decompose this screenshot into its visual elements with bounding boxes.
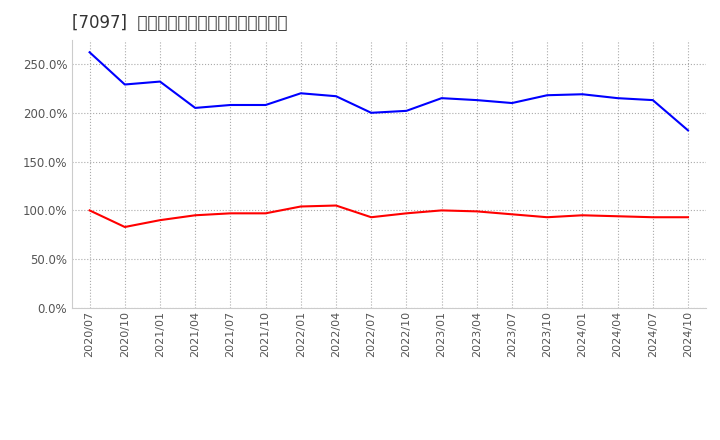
- 固定長期適合率: [437, 208, 446, 213]
- 固定比率: [578, 92, 587, 97]
- 固定長期適合率: [367, 215, 376, 220]
- 固定比率: [120, 82, 129, 87]
- 固定長期適合率: [684, 215, 693, 220]
- 固定比率: [649, 98, 657, 103]
- 固定長期適合率: [508, 212, 516, 217]
- 固定比率: [402, 108, 410, 114]
- 固定比率: [332, 94, 341, 99]
- 固定長期適合率: [226, 211, 235, 216]
- 固定比率: [613, 95, 622, 101]
- Text: [7097]  固定比率、固定長期適合率の推移: [7097] 固定比率、固定長期適合率の推移: [72, 15, 287, 33]
- 固定比率: [261, 103, 270, 108]
- 固定比率: [508, 100, 516, 106]
- 固定長期適合率: [297, 204, 305, 209]
- 固定比率: [156, 79, 164, 84]
- 固定比率: [543, 92, 552, 98]
- 固定長期適合率: [402, 211, 410, 216]
- 固定長期適合率: [332, 203, 341, 208]
- 固定比率: [472, 98, 481, 103]
- 固定長期適合率: [472, 209, 481, 214]
- 固定長期適合率: [261, 211, 270, 216]
- 固定比率: [297, 91, 305, 96]
- Line: 固定比率: 固定比率: [89, 52, 688, 130]
- 固定比率: [226, 103, 235, 108]
- 固定長期適合率: [613, 213, 622, 219]
- 固定長期適合率: [543, 215, 552, 220]
- Line: 固定長期適合率: 固定長期適合率: [89, 205, 688, 227]
- 固定長期適合率: [649, 215, 657, 220]
- 固定比率: [191, 105, 199, 110]
- 固定比率: [85, 50, 94, 55]
- 固定長期適合率: [85, 208, 94, 213]
- 固定比率: [437, 95, 446, 101]
- 固定長期適合率: [120, 224, 129, 230]
- 固定長期適合率: [191, 213, 199, 218]
- 固定比率: [367, 110, 376, 115]
- 固定比率: [684, 128, 693, 133]
- 固定長期適合率: [156, 217, 164, 223]
- 固定長期適合率: [578, 213, 587, 218]
